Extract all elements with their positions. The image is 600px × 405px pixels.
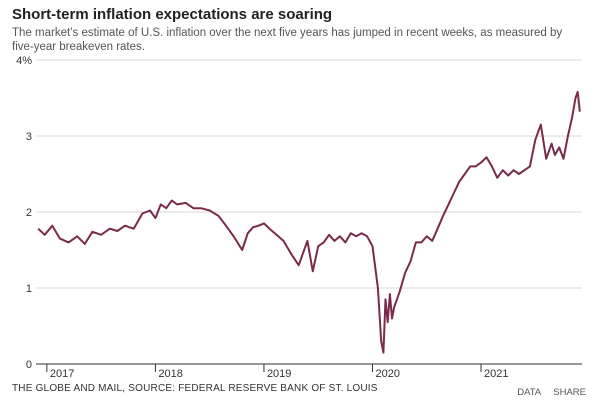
data-link[interactable]: DATA	[517, 387, 541, 398]
y-tick-label: 4%	[16, 55, 32, 67]
series-line	[37, 90, 581, 354]
x-tick-label: 2021	[484, 368, 508, 380]
share-link[interactable]: SHARE	[553, 387, 586, 398]
y-tick-label: 1	[26, 283, 32, 295]
x-tick-label: 2017	[50, 368, 74, 380]
x-tick-label: 2019	[267, 368, 291, 380]
chart-subtitle: The market’s estimate of U.S. inflation …	[12, 27, 563, 53]
chart-actions: DATA SHARE	[507, 387, 586, 398]
x-tick-label: 2020	[376, 368, 400, 380]
x-tick-label: 2018	[158, 368, 182, 380]
y-tick-label: 0	[26, 359, 32, 371]
chart-title: Short-term inflation expectations are so…	[12, 6, 333, 23]
y-tick-label: 2	[26, 207, 32, 219]
source-footer: THE GLOBE AND MAIL, SOURCE: FEDERAL RESE…	[12, 383, 378, 394]
y-tick-label: 3	[26, 131, 32, 143]
